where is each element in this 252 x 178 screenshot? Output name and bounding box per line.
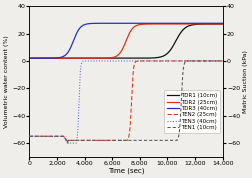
Y-axis label: Volumetric water content (%): Volumetric water content (%) bbox=[4, 35, 9, 128]
Y-axis label: Matric Suction (kPa): Matric Suction (kPa) bbox=[243, 50, 248, 113]
Legend: TDR1 (10cm), TDR2 (25cm), TDR3 (40cm), TEN2 (25cm), TEN3 (40cm), TEN1 (10cm): TDR1 (10cm), TDR2 (25cm), TDR3 (40cm), T… bbox=[164, 90, 220, 133]
X-axis label: Time (sec): Time (sec) bbox=[108, 167, 144, 174]
